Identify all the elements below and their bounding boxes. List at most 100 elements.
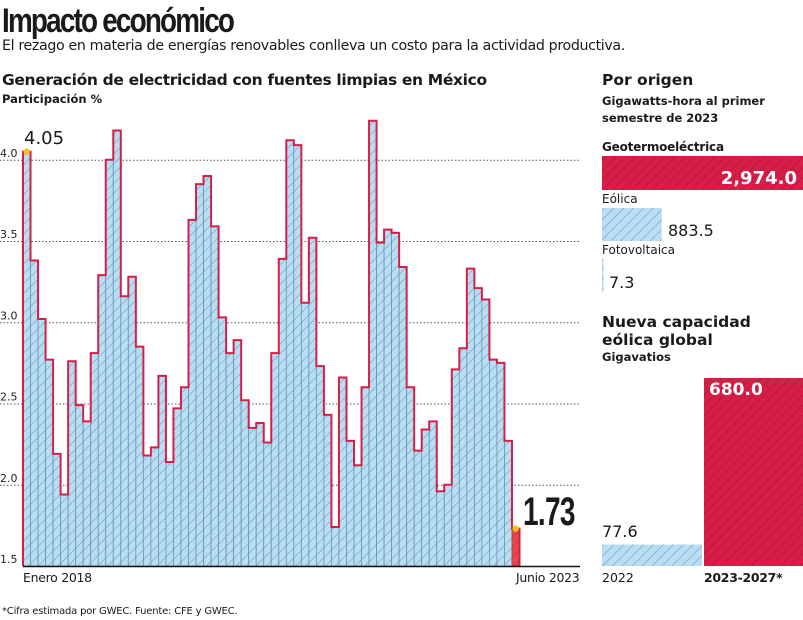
bar-eolica <box>602 208 662 241</box>
bar <box>293 144 302 567</box>
bar <box>489 359 498 567</box>
value-label-eolica: 883.5 <box>668 221 714 240</box>
bar <box>240 399 250 567</box>
bar <box>368 120 377 567</box>
bar <box>504 440 513 567</box>
y-tick-label: 2.5 <box>0 391 18 404</box>
bar <box>180 386 189 567</box>
category-label-geotermoelectrica: Geotermoeléctrica <box>602 140 724 154</box>
bar <box>225 352 235 567</box>
x-label-end: Junio 2023 <box>516 570 580 585</box>
y-tick-label: 1.5 <box>0 553 18 566</box>
value-label-geotermoelectrica: 2,974.0 <box>720 168 797 189</box>
bar <box>195 183 204 567</box>
first-value-marker <box>23 148 30 155</box>
bar <box>361 386 370 567</box>
bar <box>52 453 62 567</box>
y-ticks: 1.5 2.0 2.5 3.0 3.5 4.0 <box>0 147 18 566</box>
category-label-2023-2027: 2023-2027* <box>704 570 783 585</box>
bar <box>353 464 362 567</box>
bar <box>263 442 272 567</box>
first-value-label: 4.05 <box>24 128 65 149</box>
bar <box>270 352 280 567</box>
category-label-fotovoltaica: Fotovoltaica <box>602 243 675 257</box>
bar <box>82 420 92 567</box>
bar <box>45 359 54 567</box>
category-label-2022: 2022 <box>602 570 634 585</box>
bar-2022 <box>602 544 702 566</box>
bar <box>323 414 332 567</box>
y-tick-label: 3.0 <box>0 309 18 322</box>
bar <box>376 242 385 567</box>
origin-unit: Gigawatts-hora al primer semestre de 202… <box>602 94 765 125</box>
bar <box>473 287 483 567</box>
main-chart: 1.5 2.0 2.5 3.0 3.5 4.0 <box>0 119 580 568</box>
bar <box>135 346 144 567</box>
value-label-2023-2027: 680.0 <box>709 380 763 400</box>
last-value-marker <box>512 525 519 532</box>
bar-fotovoltaica <box>602 259 604 292</box>
bar <box>383 229 393 567</box>
bar <box>75 404 84 567</box>
page-subtitle: El rezago en materia de energías renovab… <box>2 38 625 54</box>
bar <box>218 316 227 567</box>
main-chart-title: Generación de electricidad con fuentes l… <box>2 71 487 89</box>
bar <box>30 260 39 567</box>
bar-2023-2027 <box>704 378 803 566</box>
bar <box>150 446 159 567</box>
right-charts <box>602 156 803 566</box>
bar <box>300 302 310 567</box>
value-label-2022: 77.6 <box>602 522 638 541</box>
bar <box>210 225 219 567</box>
y-tick-label: 3.5 <box>0 228 18 241</box>
bar <box>22 151 31 567</box>
bar <box>406 386 415 567</box>
bar <box>278 258 287 567</box>
bar <box>97 274 107 567</box>
bar <box>458 347 468 567</box>
bar <box>466 268 475 567</box>
bar <box>413 450 423 567</box>
bar <box>315 365 325 567</box>
bar <box>203 175 212 567</box>
footnote: *Cifra estimada por GWEC. Fuente: CFE y … <box>2 606 238 617</box>
y-tick-label: 4.0 <box>0 147 18 160</box>
bar <box>105 159 114 567</box>
bar <box>443 484 453 567</box>
bar <box>285 139 295 567</box>
category-label-eolica: Eólica <box>602 192 638 206</box>
value-label-fotovoltaica: 7.3 <box>609 273 635 292</box>
bar <box>428 420 438 567</box>
bar <box>308 237 317 567</box>
bar <box>37 318 46 567</box>
bar <box>112 130 122 567</box>
bar <box>451 368 460 567</box>
y-tick-label: 2.0 <box>0 472 18 485</box>
bar <box>158 375 167 567</box>
bar <box>436 490 445 567</box>
bar <box>90 352 99 567</box>
bar <box>67 360 77 567</box>
bar <box>248 427 257 567</box>
bar <box>142 455 152 567</box>
bar <box>120 295 129 567</box>
main-chart-unit: Participación % <box>2 92 103 106</box>
bar <box>60 494 69 567</box>
bar <box>421 429 430 567</box>
bar <box>391 232 400 567</box>
bar <box>173 407 182 567</box>
capacity-title: Nueva capacidad eólica global <box>602 313 751 349</box>
bar <box>511 528 520 567</box>
bar <box>481 299 490 567</box>
bar <box>188 219 197 567</box>
last-value-label: 1.73 <box>523 490 575 534</box>
bar <box>127 276 137 567</box>
bar <box>346 440 355 567</box>
capacity-unit: Gigavatios <box>602 350 671 364</box>
bar <box>398 266 408 567</box>
page-title: Impacto económico <box>2 2 235 40</box>
bar-geotermoelectrica <box>602 156 803 190</box>
x-label-start: Enero 2018 <box>23 570 92 585</box>
bar <box>233 339 242 567</box>
bar <box>338 377 347 567</box>
